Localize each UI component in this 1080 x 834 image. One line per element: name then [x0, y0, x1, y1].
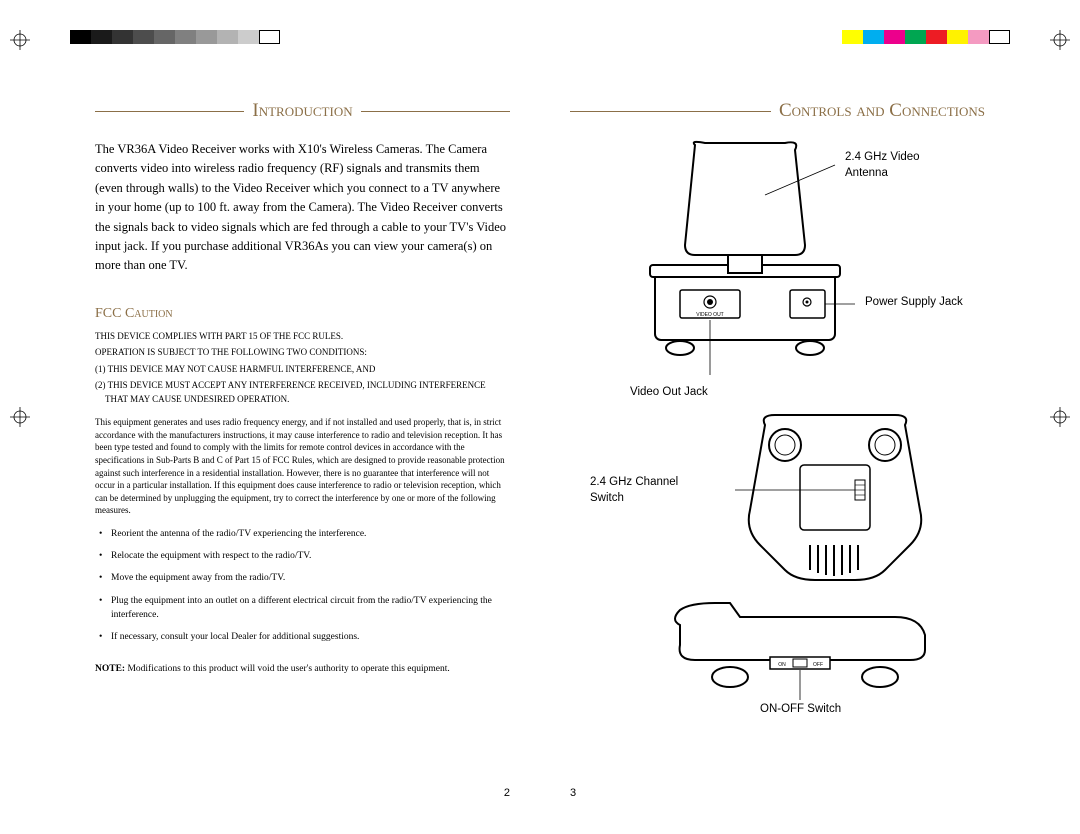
page-number-left: 2 [504, 787, 510, 799]
page-number-right: 3 [570, 787, 576, 799]
registration-mark-left [10, 407, 30, 427]
registration-mark-right [1050, 407, 1070, 427]
intro-title-text: Introduction [252, 100, 352, 122]
label-power: Power Supply Jack [865, 295, 965, 311]
color-calibration-bar [842, 30, 1010, 44]
bullet-item: Reorient the antenna of the radio/TV exp… [95, 527, 510, 541]
device-rear-diagram: VIDEO OUT [610, 140, 870, 385]
note-body: Modifications to this product will void … [125, 664, 450, 674]
video-out-port-label: VIDEO OUT [696, 312, 724, 318]
compliance-item-1: (1) THIS DEVICE MAY NOT CAUSE HARMFUL IN… [105, 363, 510, 377]
compliance-item-2: (2) THIS DEVICE MUST ACCEPT ANY INTERFER… [105, 379, 510, 406]
svg-text:ON: ON [778, 662, 786, 668]
bullet-list: Reorient the antenna of the radio/TV exp… [95, 527, 510, 645]
bullet-item: If necessary, consult your local Dealer … [95, 630, 510, 644]
section-title-intro: Introduction [95, 100, 510, 122]
device-bottom-diagram [735, 410, 935, 590]
intro-paragraph: The VR36A Video Receiver works with X10'… [95, 140, 510, 276]
label-video-out: Video Out Jack [630, 385, 708, 401]
compliance-line-2: OPERATION IS SUBJECT TO THE FOLLOWING TW… [95, 346, 510, 360]
svg-text:OFF: OFF [813, 662, 823, 668]
label-antenna: 2.4 GHz Video Antenna [845, 150, 955, 181]
note-label: NOTE: [95, 664, 125, 674]
registration-mark-tl [10, 30, 30, 50]
fcc-heading: FCC Caution [95, 306, 510, 322]
bullet-item: Move the equipment away from the radio/T… [95, 571, 510, 585]
fine-print: This equipment generates and uses radio … [95, 416, 510, 517]
controls-title-text: Controls and Connections [779, 100, 985, 122]
section-title-controls: Controls and Connections [570, 100, 985, 122]
diagram-area: VIDEO OUT 2.4 GHz Video Antenna Power Su… [570, 140, 985, 740]
page-right: Controls and Connections VIDEO OUT [540, 60, 1030, 804]
device-side-diagram: ON OFF [665, 595, 935, 705]
note-text: NOTE: Modifications to this product will… [95, 662, 510, 676]
registration-mark-tr [1050, 30, 1070, 50]
compliance-line-1: THIS DEVICE COMPLIES WITH PART 15 OF THE… [95, 330, 510, 344]
label-channel: 2.4 GHz Channel Switch [590, 475, 700, 506]
bullet-item: Relocate the equipment with respect to t… [95, 549, 510, 563]
grayscale-calibration-bar [70, 30, 280, 44]
bullet-item: Plug the equipment into an outlet on a d… [95, 594, 510, 623]
page-left: Introduction The VR36A Video Receiver wo… [50, 60, 540, 804]
label-onoff: ON-OFF Switch [760, 702, 841, 718]
